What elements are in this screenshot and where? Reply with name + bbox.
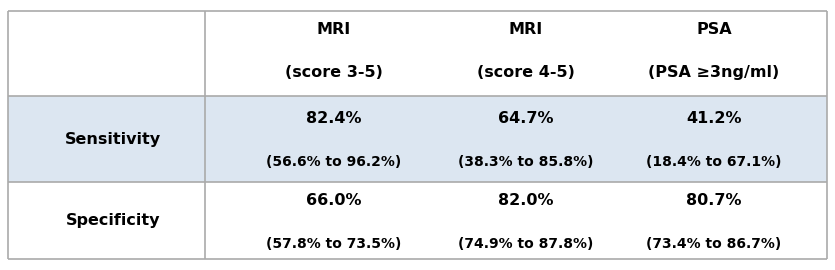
Text: 82.4%: 82.4% <box>306 111 362 126</box>
Text: (score 3-5): (score 3-5) <box>285 65 383 80</box>
Text: (score 4-5): (score 4-5) <box>477 65 575 80</box>
Text: 82.0%: 82.0% <box>498 193 554 208</box>
Text: (57.8% to 73.5%): (57.8% to 73.5%) <box>266 237 402 251</box>
Text: (73.4% to 86.7%): (73.4% to 86.7%) <box>646 237 782 251</box>
Text: 64.7%: 64.7% <box>498 111 554 126</box>
Text: (38.3% to 85.8%): (38.3% to 85.8%) <box>458 155 594 169</box>
Text: (PSA ≥3ng/ml): (PSA ≥3ng/ml) <box>648 65 780 80</box>
Text: (74.9% to 87.8%): (74.9% to 87.8%) <box>458 237 594 251</box>
Bar <box>8 96 827 182</box>
Text: 80.7%: 80.7% <box>686 193 741 208</box>
Text: MRI: MRI <box>509 22 544 36</box>
Bar <box>8 182 827 259</box>
Text: (56.6% to 96.2%): (56.6% to 96.2%) <box>266 155 402 169</box>
Text: Specificity: Specificity <box>65 213 160 228</box>
Text: 66.0%: 66.0% <box>306 193 362 208</box>
Text: PSA: PSA <box>696 22 731 36</box>
Text: MRI: MRI <box>316 22 352 36</box>
Bar <box>8 11 827 96</box>
Text: Sensitivity: Sensitivity <box>64 131 161 147</box>
Text: 41.2%: 41.2% <box>686 111 741 126</box>
Text: (18.4% to 67.1%): (18.4% to 67.1%) <box>646 155 782 169</box>
